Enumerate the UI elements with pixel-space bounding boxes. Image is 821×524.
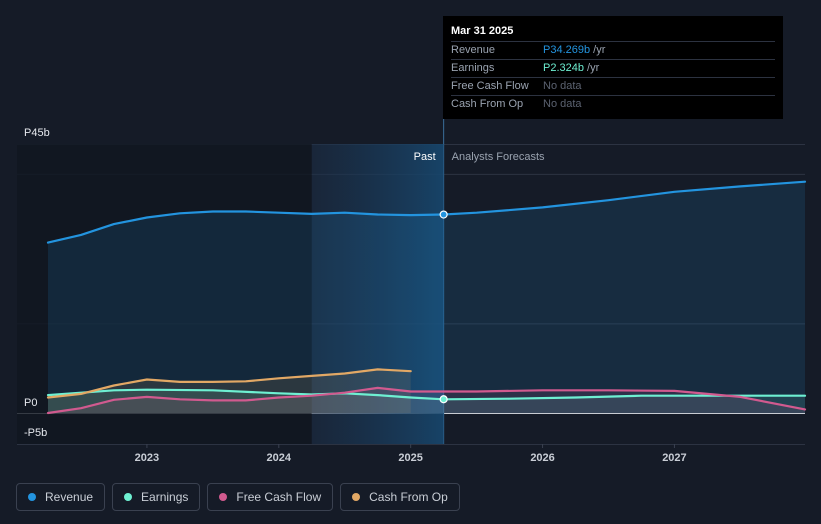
- x-tick-label: 2026: [530, 452, 554, 464]
- forecast-label: Analysts Forecasts: [452, 151, 545, 163]
- legend-label: Revenue: [45, 490, 94, 504]
- legend-item-revenue[interactable]: Revenue: [16, 483, 106, 511]
- legend-label: Free Cash Flow: [236, 490, 322, 504]
- x-tick-label: 2023: [135, 452, 159, 464]
- free-cash-flow-line: [46, 386, 445, 415]
- free-cash-flow-area: [48, 387, 805, 413]
- x-tick-label: 2027: [662, 452, 686, 464]
- legend: Revenue Earnings Free Cash Flow Cash Fro…: [16, 483, 460, 511]
- y-tick-label: P0: [24, 397, 37, 409]
- tooltip-value: P34.269b: [543, 44, 591, 56]
- revenue-line: [46, 210, 445, 244]
- tooltip-date: Mar 31 2025: [451, 25, 514, 37]
- legend-label: Earnings: [141, 490, 189, 504]
- tooltip-label: Free Cash Flow: [451, 80, 529, 92]
- legend-dot-icon: [124, 493, 133, 501]
- revenue-forecast-line: [442, 180, 807, 216]
- tooltip-row-revenue: Revenue P34.269b /yr: [451, 41, 775, 59]
- earnings-area: [48, 389, 805, 413]
- legend-dot-icon: [219, 493, 228, 501]
- y-tick-label: -P5b: [24, 427, 47, 439]
- legend-label: Cash From Op: [369, 490, 448, 504]
- tooltip-unit: /yr: [590, 44, 606, 56]
- revenue-marker: [439, 210, 448, 219]
- tooltip-value: No data: [543, 98, 582, 110]
- x-tick-label: 2024: [267, 452, 292, 464]
- tooltip-label: Cash From Op: [451, 98, 524, 110]
- y-tick-label: P45b: [24, 127, 50, 139]
- legend-item-cash-from-op[interactable]: Cash From Op: [340, 483, 460, 511]
- earnings-marker: [439, 395, 448, 404]
- cash-from-op-line: [46, 368, 412, 399]
- x-tick-label: 2025: [398, 452, 422, 464]
- tooltip-row-earnings: Earnings P2.324b /yr: [451, 59, 775, 77]
- legend-item-earnings[interactable]: Earnings: [112, 483, 201, 511]
- tooltip-unit: /yr: [583, 62, 600, 74]
- tooltip-value: P2.324b: [543, 62, 584, 74]
- tooltip-row-cash-from-op: Cash From Op No data: [451, 95, 775, 113]
- free-cash-flow-forecast-line: [442, 389, 807, 411]
- tooltip-label: Earnings: [451, 62, 495, 74]
- tooltip-row-free-cash-flow: Free Cash Flow No data: [451, 77, 775, 95]
- legend-dot-icon: [28, 493, 36, 501]
- legend-dot-icon: [352, 493, 361, 501]
- revenue-area: [48, 181, 805, 413]
- tooltip-label: Revenue: [451, 44, 496, 56]
- past-label: Past: [414, 151, 436, 163]
- earnings-line: [46, 388, 445, 401]
- legend-item-free-cash-flow[interactable]: Free Cash Flow: [207, 483, 334, 511]
- tooltip-value: No data: [543, 80, 582, 92]
- tooltip: Mar 31 2025 Revenue P34.269b /yr Earning…: [443, 16, 783, 119]
